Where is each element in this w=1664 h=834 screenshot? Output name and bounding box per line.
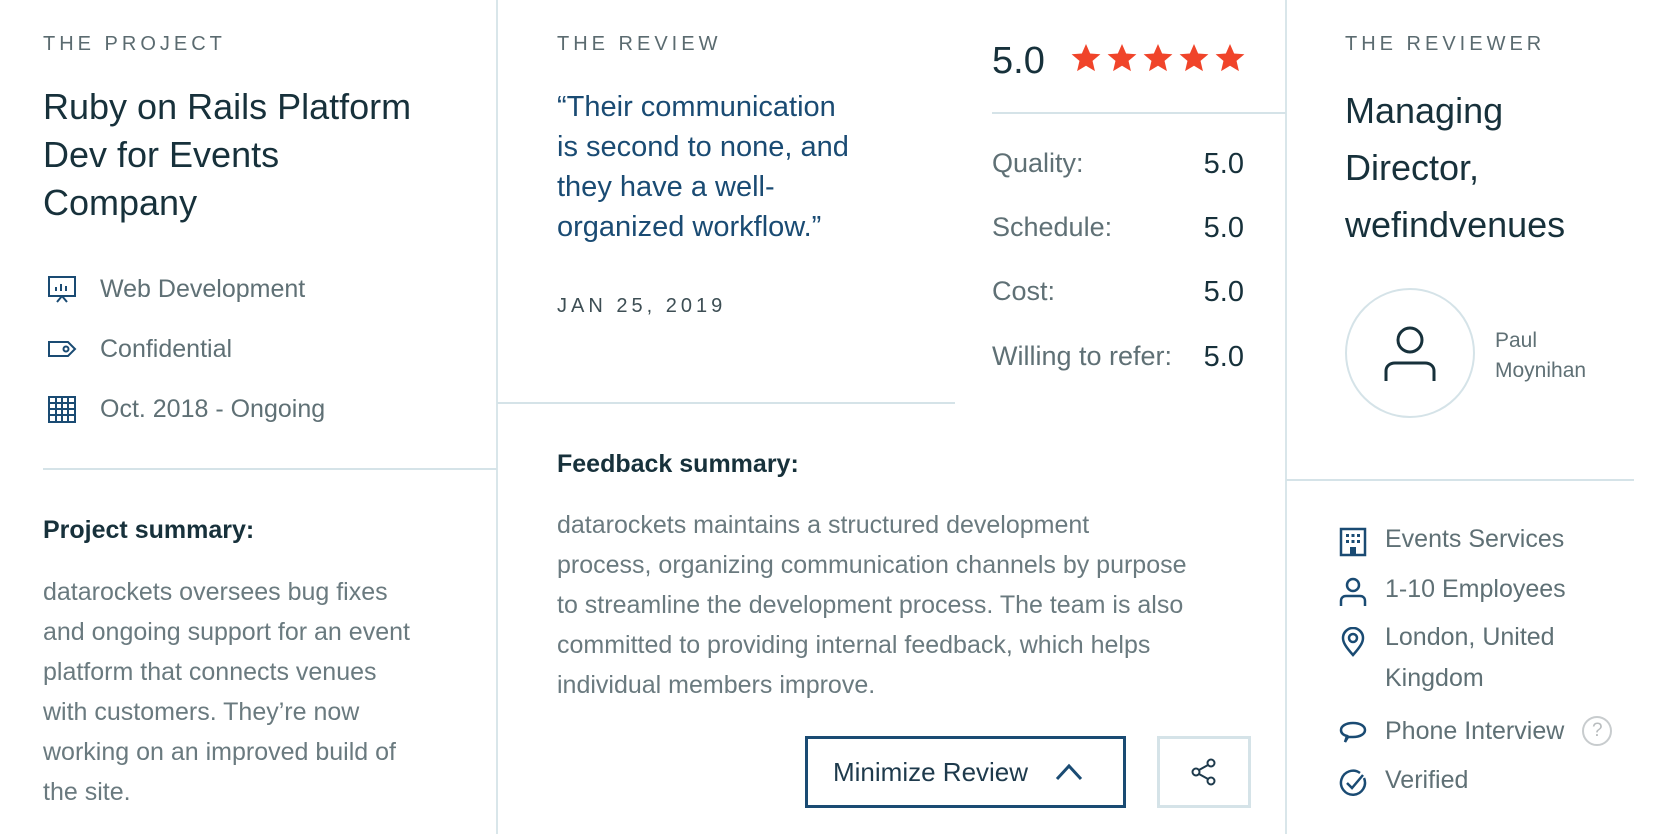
score-willing-to-refer: Willing to refer: 5.0 [992,341,1244,374]
quote-line: organized workflow.” [557,211,822,243]
project-service: Web Development [46,273,305,305]
avatar [1345,288,1475,418]
text-line: process, organizing communication channe… [557,551,1187,579]
building-icon [1339,527,1367,557]
meta-label: Oct. 2018 - Ongoing [100,394,326,423]
title-line: Director, [1345,147,1480,188]
reviewer-industry: Events Services [1339,525,1564,557]
text-line: and ongoing support for an event [43,618,410,646]
project-dates: Oct. 2018 - Ongoing [46,393,325,425]
quote-line: is second to none, and [557,131,849,163]
score-value: 5.0 [1203,341,1244,373]
star-icon [1179,44,1209,72]
score-label: Quality: [992,148,1084,178]
text-line: datarockets maintains a structured devel… [557,511,1090,539]
check-circle-icon [1339,769,1367,796]
share-icon [1191,758,1216,786]
star-rating [1070,42,1246,74]
reviewer-title: Managing Director, wefindvenues [1345,82,1565,253]
quote-line: “Their communication [557,91,836,123]
detail-label: 1-10 Employees [1385,575,1566,603]
reviewer-verified: Verified [1339,766,1468,798]
score-label: Willing to refer: [992,341,1173,371]
calendar-icon [48,396,76,423]
score-value: 5.0 [1203,148,1244,180]
location-pin-icon [1341,627,1365,657]
column-divider [1285,0,1287,834]
title-line: wefindvenues [1345,204,1566,245]
project-budget: Confidential [46,333,232,365]
presentation-chart-icon [48,276,76,303]
star-icon [1107,44,1137,72]
detail-label: Events Services [1385,525,1565,553]
share-button[interactable] [1157,736,1251,808]
star-icon [1071,44,1101,72]
meta-label: Confidential [100,334,233,363]
project-summary-heading: Project summary: [43,516,255,544]
feedback-summary-text: datarockets maintains a structured devel… [557,505,1187,705]
detail-label: Verified [1385,766,1469,794]
text-line: datarockets oversees bug fixes [43,578,388,606]
title-line: Ruby on Rails Platform [43,86,412,127]
reviewer-interview-type: Phone Interview ? [1339,716,1613,746]
score-label: Cost: [992,276,1056,306]
star-icon [1215,44,1245,72]
detail-label: London, United [1385,623,1555,651]
feedback-summary-heading: Feedback summary: [557,450,799,478]
review-quote: “Their communication is second to none, … [557,87,849,247]
score-schedule: Schedule: 5.0 [992,212,1244,245]
text-line: the site. [43,778,131,806]
score-cost: Cost: 5.0 [992,276,1244,309]
divider [1286,479,1634,481]
text-line: to streamline the development process. T… [557,591,1184,619]
project-summary-text: datarockets oversees bug fixes and ongoi… [43,572,410,812]
text-line: with customers. They’re now [43,698,360,726]
score-quality: Quality: 5.0 [992,148,1244,181]
star-icon [1143,44,1173,72]
help-icon[interactable]: ? [1582,716,1613,746]
button-label: Minimize Review [833,756,1029,787]
score-value: 5.0 [1203,212,1244,244]
divider [497,402,955,404]
reviewer-eyebrow: THE REVIEWER [1345,33,1546,55]
text-line: platform that connects venues [43,658,377,686]
reviewer-company-size: 1-10 Employees [1339,575,1566,607]
detail-label: Phone Interview [1385,716,1565,745]
score-label: Schedule: [992,212,1113,242]
divider [43,468,497,470]
reviewer-name: Paul Moynihan [1495,326,1586,386]
detail-label: Kingdom [1385,664,1484,692]
project-title: Ruby on Rails Platform Dev for Events Co… [43,83,411,227]
divider [992,112,1286,114]
column-divider [496,0,498,834]
chevron-up-icon [1055,763,1083,781]
score-value: 5.0 [1203,276,1244,308]
meta-label: Web Development [100,274,306,303]
title-line: Dev for Events [43,134,280,175]
name-line: Paul [1495,329,1538,352]
text-line: committed to providing internal feedback… [557,631,1151,659]
project-eyebrow: THE PROJECT [43,33,226,55]
reviewer-location: London, United Kingdom [1339,617,1555,699]
review-eyebrow: THE REVIEW [557,33,722,55]
overall-rating: 5.0 [992,40,1045,82]
title-line: Managing [1345,90,1504,131]
user-icon [1339,577,1367,606]
title-line: Company [43,182,198,223]
text-line: working on an improved build of [43,738,396,766]
chat-bubble-icon [1339,721,1367,743]
user-icon [1384,326,1436,381]
quote-line: they have a well- [557,171,775,203]
minimize-review-button[interactable]: Minimize Review [805,736,1126,808]
text-line: individual members improve. [557,671,876,699]
name-line: Moynihan [1495,359,1587,382]
review-date: JAN 25, 2019 [557,295,727,317]
tag-icon [48,341,77,357]
